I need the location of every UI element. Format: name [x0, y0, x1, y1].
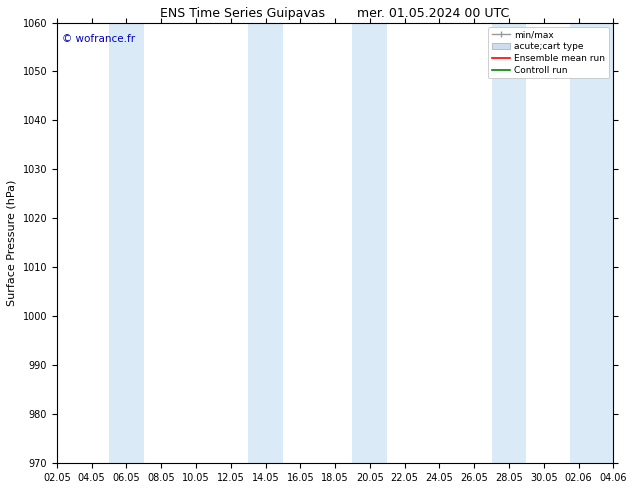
Y-axis label: Surface Pressure (hPa): Surface Pressure (hPa)	[7, 180, 17, 306]
Bar	[570, 23, 613, 464]
Bar	[491, 23, 526, 464]
Legend: min/max, acute;cart type, Ensemble mean run, Controll run: min/max, acute;cart type, Ensemble mean …	[488, 27, 609, 78]
Bar	[248, 23, 283, 464]
Bar	[109, 23, 144, 464]
Bar	[353, 23, 387, 464]
Text: © wofrance.fr: © wofrance.fr	[62, 33, 136, 44]
Title: ENS Time Series Guipavas        mer. 01.05.2024 00 UTC: ENS Time Series Guipavas mer. 01.05.2024…	[160, 7, 510, 20]
